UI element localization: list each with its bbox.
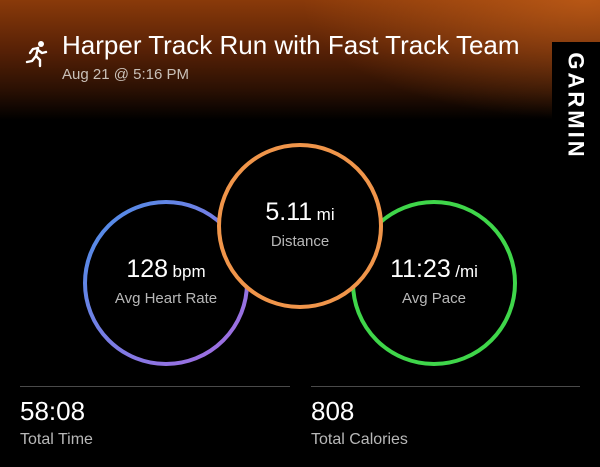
total-time-value: 58:08: [20, 396, 86, 426]
brand-tab: GARMIN: [552, 42, 600, 170]
divider-left: [20, 386, 290, 387]
total-calories-value: 808: [311, 396, 355, 426]
pace-unit: /mi: [455, 262, 478, 281]
distance-unit: mi: [316, 205, 335, 224]
distance-metric: 5.11 mi Distance: [220, 198, 380, 250]
activity-header: [0, 0, 600, 120]
heart-rate-value: 128: [126, 255, 169, 283]
total-calories-label: Total Calories: [311, 431, 408, 448]
total-time-stat: 58:08 Total Time: [20, 396, 93, 449]
divider-right: [311, 386, 580, 387]
heart-rate-unit: bpm: [172, 262, 206, 281]
running-person-icon: [25, 41, 48, 68]
heart-rate-label: Avg Heart Rate: [114, 290, 218, 307]
pace-label: Avg Pace: [402, 290, 466, 307]
distance-ring: [217, 143, 383, 309]
total-calories-stat: 808 Total Calories: [311, 396, 408, 449]
activity-datetime: Aug 21 @ 5:16 PM: [62, 66, 189, 83]
total-time-label: Total Time: [20, 431, 93, 448]
pace-metric: 11:23 /mi Avg Pace: [354, 255, 514, 307]
activity-title: Harper Track Run with Fast Track Team: [62, 30, 520, 60]
heart-rate-metric: 128 bpm Avg Heart Rate: [86, 255, 246, 307]
pace-value: 11:23: [390, 255, 451, 283]
distance-label: Distance: [270, 233, 330, 250]
distance-value: 5.11: [265, 198, 313, 226]
